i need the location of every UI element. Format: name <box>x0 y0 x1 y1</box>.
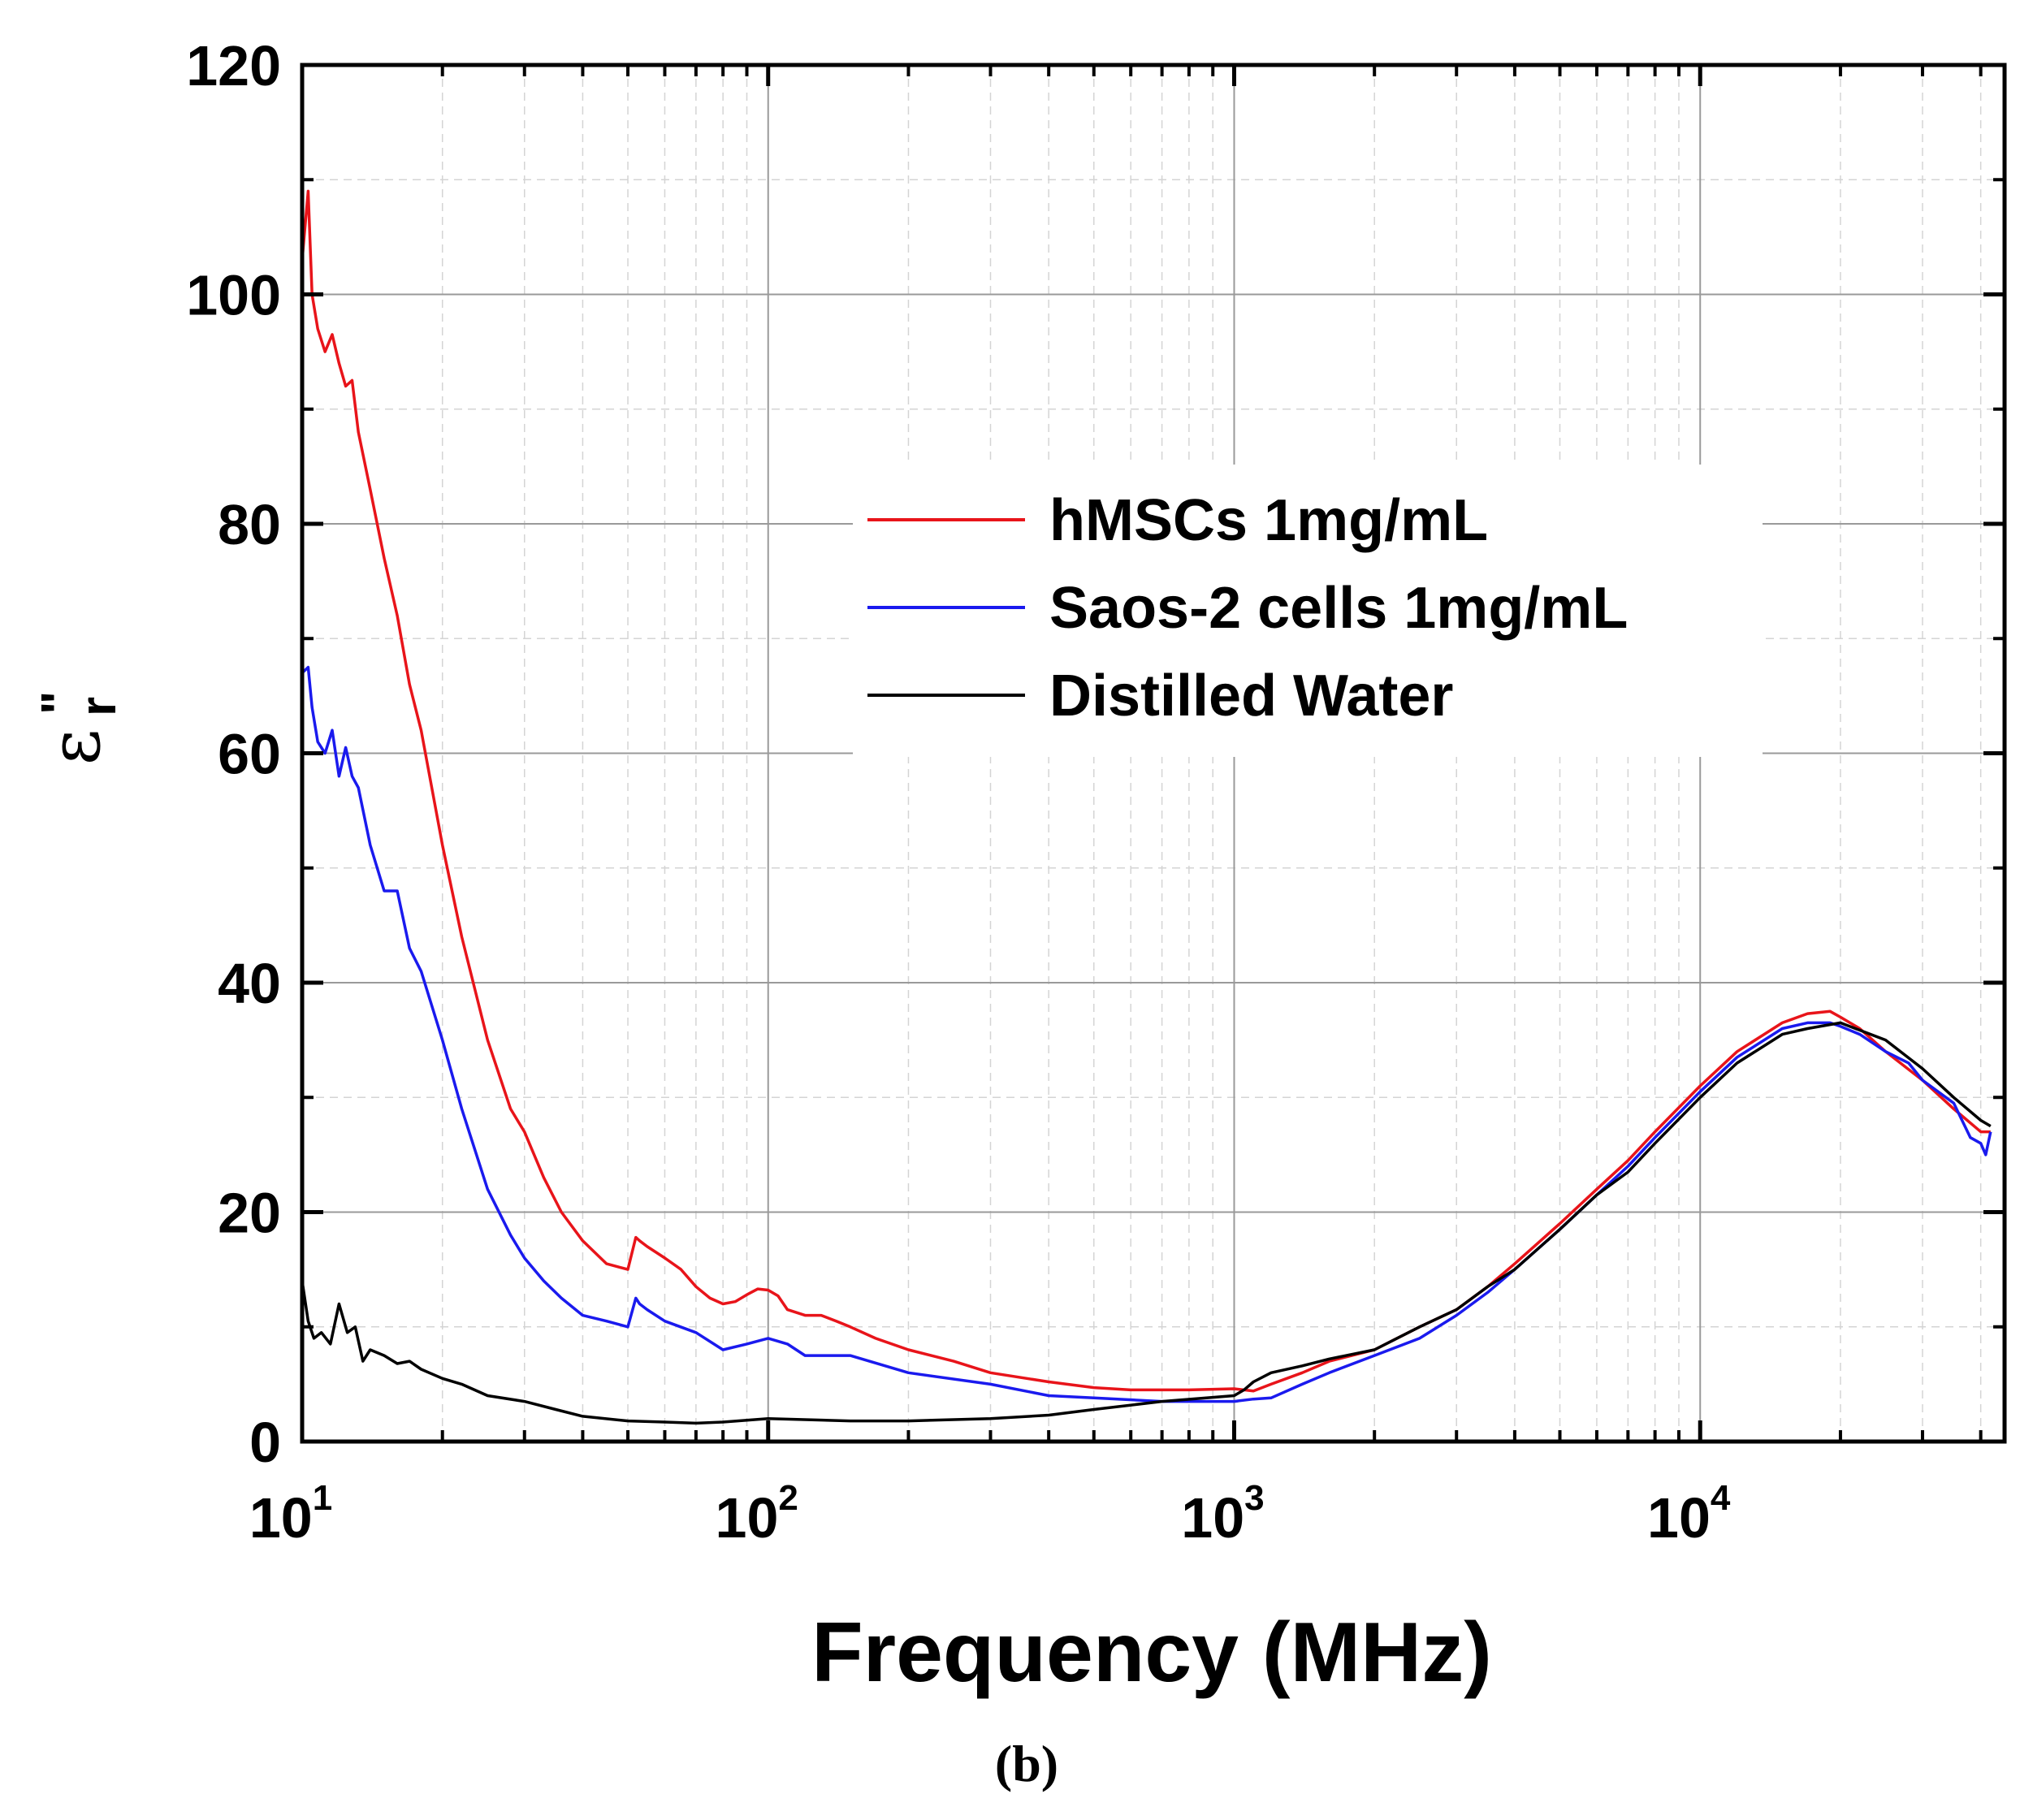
y-tick-label: 120 <box>186 34 281 97</box>
series-line-3 <box>301 1021 1992 1425</box>
y-axis-title-superscript: " <box>32 691 88 715</box>
y-tick-label: 0 <box>249 1411 281 1474</box>
figure-caption: (b) <box>995 1735 1058 1792</box>
x-tick-label: 103 <box>1181 1478 1264 1550</box>
y-tick-label: 40 <box>218 952 281 1015</box>
y-axis-title: ε r " <box>32 691 127 766</box>
legend-label-2: Saos-2 cells 1mg/mL <box>1049 576 1628 641</box>
x-tick-label: 101 <box>249 1478 332 1550</box>
series-layer <box>301 189 1992 1425</box>
x-tick-label: 104 <box>1647 1478 1731 1550</box>
legend: hMSCs 1mg/mL Saos-2 cells 1mg/mL Distilled… <box>853 465 1763 757</box>
y-tick-label: 20 <box>218 1182 281 1245</box>
series-line-1 <box>301 189 1991 1393</box>
y-axis-title-subscript: r <box>71 697 127 716</box>
x-axis-title: Frequency (MHz) <box>811 1606 1492 1700</box>
y-tick-label: 80 <box>218 493 281 556</box>
legend-label-3: Distilled Water <box>1049 664 1453 728</box>
y-axis-title-symbol: ε <box>35 729 116 766</box>
legend-background <box>853 465 1763 757</box>
series-line-2 <box>301 665 1992 1403</box>
x-tick-label: 102 <box>716 1478 798 1550</box>
y-tick-label: 100 <box>186 264 281 327</box>
legend-label-1: hMSCs 1mg/mL <box>1049 488 1488 553</box>
y-tick-label: 60 <box>218 723 281 786</box>
axis-ticks: 101 102 103 104 0 20 40 60 80 100 120 <box>186 34 2005 1550</box>
